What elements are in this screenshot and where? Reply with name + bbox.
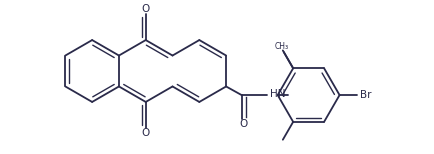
Text: CH₃: CH₃ (274, 42, 288, 51)
Text: HN: HN (270, 89, 285, 99)
Text: O: O (141, 128, 150, 138)
Text: O: O (239, 119, 247, 129)
Text: Br: Br (359, 90, 370, 100)
Text: O: O (141, 4, 150, 14)
